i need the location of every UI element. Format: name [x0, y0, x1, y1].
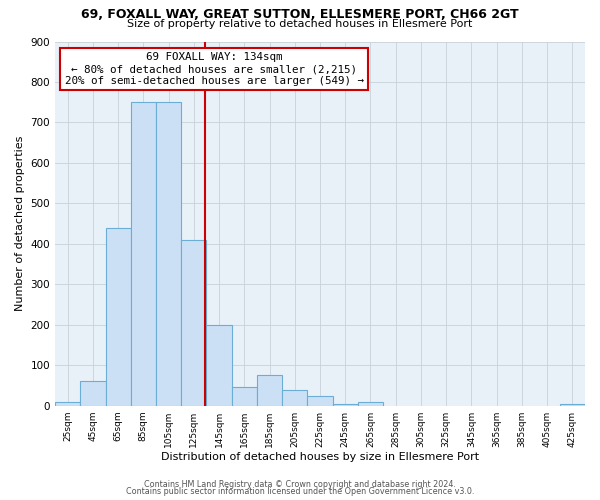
- Bar: [358, 402, 383, 406]
- Bar: [106, 228, 131, 406]
- Bar: [131, 102, 156, 406]
- X-axis label: Distribution of detached houses by size in Ellesmere Port: Distribution of detached houses by size …: [161, 452, 479, 462]
- Bar: [257, 376, 282, 406]
- Text: 69 FOXALL WAY: 134sqm
← 80% of detached houses are smaller (2,215)
20% of semi-d: 69 FOXALL WAY: 134sqm ← 80% of detached …: [65, 52, 364, 86]
- Bar: [55, 402, 80, 406]
- Bar: [156, 102, 181, 406]
- Bar: [206, 325, 232, 406]
- Text: Size of property relative to detached houses in Ellesmere Port: Size of property relative to detached ho…: [127, 19, 473, 29]
- Text: Contains HM Land Registry data © Crown copyright and database right 2024.: Contains HM Land Registry data © Crown c…: [144, 480, 456, 489]
- Bar: [560, 404, 585, 406]
- Bar: [80, 382, 106, 406]
- Text: Contains public sector information licensed under the Open Government Licence v3: Contains public sector information licen…: [126, 487, 474, 496]
- Bar: [232, 388, 257, 406]
- Bar: [282, 390, 307, 406]
- Text: 69, FOXALL WAY, GREAT SUTTON, ELLESMERE PORT, CH66 2GT: 69, FOXALL WAY, GREAT SUTTON, ELLESMERE …: [81, 8, 519, 20]
- Bar: [181, 240, 206, 406]
- Bar: [332, 404, 358, 406]
- Bar: [307, 396, 332, 406]
- Y-axis label: Number of detached properties: Number of detached properties: [15, 136, 25, 312]
